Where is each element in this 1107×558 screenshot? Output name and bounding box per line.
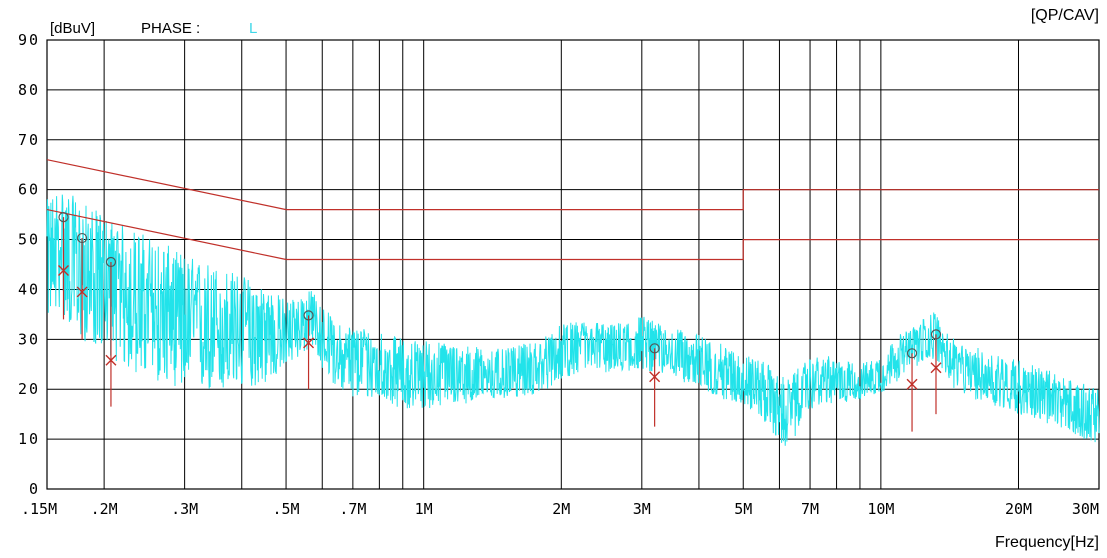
x-axis-label: Frequency[Hz] [994,534,1099,551]
spectrum-trace [46,194,1100,446]
av-marker [58,264,69,276]
y-tick-label: 40 [18,280,40,298]
markers [58,212,942,432]
qp-marker [649,343,660,354]
x-tick-labels: .15M .2M .3M .5M .7M 1M 2M 3M 5M 7M 10M 20M 30M [21,500,1099,518]
limit-line-av [46,209,1099,261]
x-tick-label: 20M [1005,500,1032,518]
limit-lines [46,159,1099,261]
y-tick-label: 20 [18,380,40,398]
qp-marker [303,310,314,321]
qp-marker [105,256,117,268]
y-tick-label: 10 [18,430,40,448]
y-tick-label: 50 [18,231,40,249]
y-unit-label: [dBuV] [50,20,96,37]
x-tick-label: .7M [339,500,366,518]
x-tick-label: .2M [91,500,118,518]
x-tick-label: 5M [734,500,752,518]
qp-marker [58,212,69,223]
y-tick-label: 80 [18,81,40,99]
y-tick-label: 70 [18,131,40,149]
av-marker [649,371,661,383]
spectrum-line [46,194,1100,446]
av-marker [105,354,117,366]
phase-label: PHASE : [141,20,201,37]
y-tick-label: 60 [18,181,40,199]
y-tick-labels: 0 10 20 30 40 50 60 70 80 90 [18,31,40,498]
x-tick-label: .5M [273,500,300,518]
x-tick-label: 10M [867,500,894,518]
limit-line-qp [46,159,1099,211]
av-marker [76,286,88,298]
qp-marker [906,348,918,359]
av-marker [303,337,315,349]
y-tick-label: 30 [18,330,40,348]
x-tick-label: .15M [21,500,57,518]
x-tick-label: 3M [633,500,651,518]
y-tick-label: 0 [29,480,40,498]
qp-marker [930,329,942,340]
x-tick-label: 1M [415,500,433,518]
phase-value: L [249,20,258,37]
plot-frame [46,39,1100,490]
grid [46,39,1100,490]
x-tick-label: 2M [552,500,570,518]
x-tick-label: 7M [801,500,819,518]
qp-marker [76,232,88,244]
y-tick-label: 90 [18,31,40,49]
av-marker [906,378,918,390]
av-marker [930,362,942,374]
detector-label: [QP/CAV] [1030,7,1099,24]
x-tick-label: .3M [171,500,198,518]
x-tick-label: 30M [1072,500,1099,518]
